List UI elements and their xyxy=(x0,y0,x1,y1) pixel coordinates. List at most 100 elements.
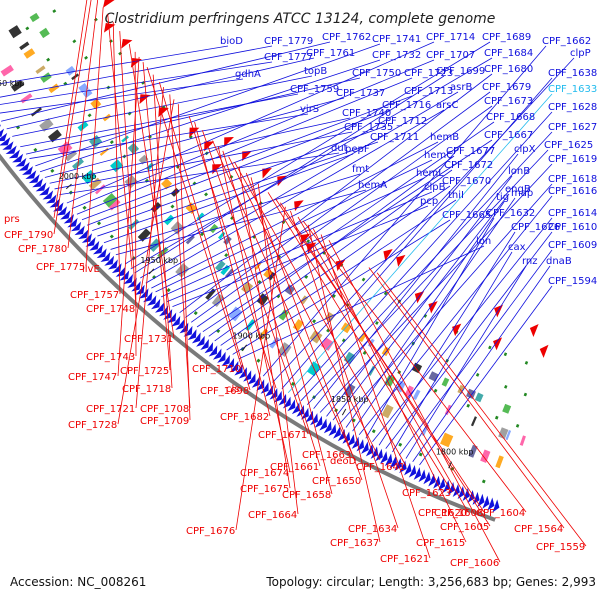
forward-gene-label[interactable]: CPF_1737 xyxy=(336,88,385,99)
reverse-gene-label[interactable]: CPF_1608 xyxy=(434,508,483,519)
forward-gene-label[interactable]: pcp xyxy=(420,196,438,207)
forward-gene-label[interactable]: clpX xyxy=(514,144,536,155)
reverse-gene-label[interactable]: CPF_1663 xyxy=(302,450,351,461)
forward-gene-label[interactable]: hemB xyxy=(430,132,459,143)
forward-gene-label[interactable]: CPF_1735 xyxy=(344,122,393,133)
reverse-gene-label[interactable]: CPF_1731 xyxy=(124,334,173,345)
forward-gene-label[interactable]: CPF_1628 xyxy=(548,102,597,113)
reverse-gene-label[interactable]: CPF_1606 xyxy=(450,558,499,569)
forward-gene-label[interactable]: hemA xyxy=(358,180,387,191)
reverse-gene-label[interactable]: CPF_1559 xyxy=(536,542,585,553)
forward-gene-label[interactable]: CPF_1779 xyxy=(264,36,313,47)
forward-gene-label[interactable]: CPF_1716 xyxy=(382,100,431,111)
forward-gene-label[interactable]: CPF_1732 xyxy=(372,50,421,61)
forward-gene-label[interactable]: CPF_1723 xyxy=(404,68,453,79)
reverse-gene-label[interactable]: CPF_1621 xyxy=(380,554,429,565)
forward-gene-label[interactable]: CPF_1667 xyxy=(484,130,533,141)
reverse-gene-label[interactable]: prs xyxy=(4,214,20,225)
reverse-gene-label[interactable]: CPF_1743 xyxy=(86,352,135,363)
forward-gene-label[interactable]: CPF_1614 xyxy=(548,208,597,219)
reverse-gene-label[interactable]: CPF_1676 xyxy=(186,526,235,537)
reverse-gene-label[interactable]: CPF_1747 xyxy=(68,372,117,383)
reverse-gene-label[interactable]: CPF_1682 xyxy=(220,412,269,423)
forward-gene-label[interactable]: CPF_1762 xyxy=(322,32,371,43)
forward-gene-label[interactable]: CPF_1619 xyxy=(548,154,597,165)
forward-gene-label[interactable]: CPF_1627 xyxy=(548,122,597,133)
reverse-gene-label[interactable]: CPF_1674 xyxy=(240,468,289,479)
reverse-gene-label[interactable]: CPF_1605 xyxy=(440,522,489,533)
reverse-gene-label[interactable]: CPF_1675 xyxy=(240,484,289,495)
forward-gene-label[interactable]: CPF_1680 xyxy=(484,64,533,75)
forward-gene-label[interactable]: CPF_1633 xyxy=(548,84,597,95)
forward-gene-label[interactable]: CPF_1609 xyxy=(548,240,597,251)
reverse-gene-label[interactable]: CPF_1710 xyxy=(192,364,241,375)
forward-gene-label[interactable]: asrB xyxy=(450,82,472,93)
forward-gene-label[interactable]: CPF_1714 xyxy=(426,32,475,43)
reverse-gene-label[interactable]: CPF_1775 xyxy=(36,262,85,273)
reverse-gene-label[interactable]: CPF_1664 xyxy=(248,510,297,521)
forward-gene-label[interactable]: cax xyxy=(508,242,526,253)
forward-gene-label[interactable]: CPF_1713 xyxy=(404,86,453,97)
reverse-gene-label[interactable]: CPF_1721 xyxy=(86,404,135,415)
forward-gene-label[interactable]: hemC xyxy=(424,150,453,161)
forward-gene-label[interactable]: virS xyxy=(300,104,319,115)
reverse-gene-label[interactable]: CPF_1620 xyxy=(418,508,467,519)
forward-gene-label[interactable]: thiI xyxy=(448,190,464,201)
reverse-gene-label[interactable]: CPF_1698 xyxy=(200,386,249,397)
forward-gene-label[interactable]: CPF_1712 xyxy=(378,116,427,127)
reverse-gene-label[interactable]: CPF_1658 xyxy=(282,490,331,501)
forward-gene-label[interactable]: map xyxy=(511,188,533,199)
forward-gene-label[interactable]: CPF_1761 xyxy=(306,48,355,59)
forward-gene-label[interactable]: engB xyxy=(505,184,531,195)
forward-gene-label[interactable]: topB xyxy=(304,66,327,77)
forward-gene-label[interactable]: CPF_1672 xyxy=(444,160,493,171)
forward-gene-label[interactable]: clpP xyxy=(570,48,591,59)
forward-gene-label[interactable]: CPF_1670 xyxy=(442,176,491,187)
forward-gene-label[interactable]: CPF_1665 xyxy=(442,210,491,221)
forward-gene-label[interactable]: CPF_1616 xyxy=(548,186,597,197)
forward-gene-label[interactable]: CPF_1618 xyxy=(548,174,597,185)
reverse-gene-label[interactable]: CPF_1708 xyxy=(140,404,189,415)
forward-gene-label[interactable]: CPF_1594 xyxy=(548,276,597,287)
forward-gene-label[interactable]: CPF_1740 xyxy=(342,108,391,119)
reverse-gene-label[interactable]: CPF_1757 xyxy=(70,290,119,301)
forward-gene-label[interactable]: CPF_1707 xyxy=(426,50,475,61)
forward-gene-label[interactable]: CPF_1626 xyxy=(511,222,560,233)
forward-gene-label[interactable]: CPF_1668 xyxy=(486,112,535,123)
forward-gene-label[interactable]: CPF_1684 xyxy=(484,48,533,59)
reverse-gene-label[interactable]: ilvE xyxy=(82,264,100,275)
reverse-gene-label[interactable]: CPF_1564 xyxy=(514,524,563,535)
reverse-gene-label[interactable]: deoD xyxy=(330,456,357,467)
forward-gene-label[interactable]: CPF_1610 xyxy=(548,222,597,233)
reverse-gene-label[interactable]: CPF_1780 xyxy=(18,244,67,255)
reverse-gene-label[interactable]: CPF_1641 xyxy=(356,462,405,473)
forward-gene-label[interactable]: arsC xyxy=(436,100,458,111)
reverse-gene-label[interactable]: CPF_1623 xyxy=(402,488,451,499)
reverse-gene-label[interactable]: CPF_1637 xyxy=(330,538,379,549)
forward-gene-label[interactable]: CPF_1750 xyxy=(352,68,401,79)
reverse-gene-label[interactable]: CPF_1661 xyxy=(270,462,319,473)
forward-gene-label[interactable]: dnaB xyxy=(546,256,572,267)
forward-gene-label[interactable]: CPF_1679 xyxy=(482,82,531,93)
reverse-gene-label[interactable]: CPF_1650 xyxy=(312,476,361,487)
forward-gene-label[interactable]: rnz xyxy=(522,256,538,267)
reverse-gene-label[interactable]: cls xyxy=(226,384,240,395)
forward-gene-label[interactable]: lonB xyxy=(508,166,530,177)
forward-gene-label[interactable]: dut xyxy=(331,143,348,154)
forward-gene-label[interactable]: CPF_1759 xyxy=(290,84,339,95)
forward-gene-label[interactable]: gdhA xyxy=(235,69,261,80)
forward-gene-label[interactable]: CPF_1777 xyxy=(264,52,313,63)
forward-gene-label[interactable]: pepF xyxy=(345,144,370,155)
forward-gene-label[interactable]: CPF_1662 xyxy=(542,36,591,47)
forward-gene-label[interactable]: CPF_1689 xyxy=(482,32,531,43)
reverse-gene-label[interactable]: CPF_1728 xyxy=(68,420,117,431)
forward-gene-label[interactable]: CPF_1673 xyxy=(484,96,533,107)
forward-gene-label[interactable]: CPF_1677 xyxy=(446,146,495,157)
forward-gene-label[interactable]: lon xyxy=(476,236,491,247)
forward-gene-label[interactable]: hemL xyxy=(416,168,444,179)
reverse-gene-label[interactable]: CPF_1709 xyxy=(140,416,189,427)
forward-gene-label[interactable]: CPF_1741 xyxy=(372,34,421,45)
reverse-gene-label[interactable]: CPF_1634 xyxy=(348,524,397,535)
reverse-gene-label[interactable]: CPF_1671 xyxy=(258,430,307,441)
forward-gene-label[interactable]: CPF_1711 xyxy=(370,132,419,143)
